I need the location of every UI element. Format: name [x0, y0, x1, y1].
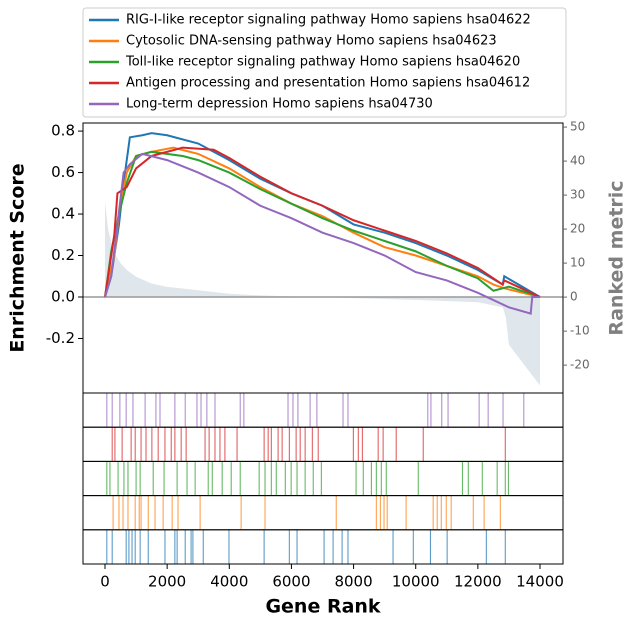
x-axis-label: Gene Rank — [265, 596, 380, 618]
legend-label: Toll-like receptor signaling pathway Hom… — [125, 55, 520, 70]
x-tick-label: 14000 — [516, 573, 564, 591]
y2-tick-label: -20 — [570, 358, 590, 372]
y2-tick-label: 0 — [570, 290, 578, 304]
legend-label: Long-term depression Homo sapiens hsa047… — [126, 97, 433, 112]
es-line — [104, 152, 541, 315]
x-tick-label: 2000 — [148, 573, 186, 591]
x-tick-label: 6000 — [272, 573, 310, 591]
es-line — [104, 150, 541, 298]
legend-label: RIG-I-like receptor signaling pathway Ho… — [126, 13, 531, 28]
y-tick-label: 0.2 — [51, 246, 75, 264]
legend-label: Cytosolic DNA-sensing pathway Homo sapie… — [126, 34, 497, 49]
x-tick-label: 8000 — [334, 573, 372, 591]
x-tick-label: 0 — [100, 573, 110, 591]
rug-frame — [82, 426, 564, 462]
x-tick-label: 10000 — [392, 573, 440, 591]
y-tick-label: -0.2 — [46, 329, 75, 347]
es-line — [104, 146, 541, 298]
y2-tick-label: 30 — [570, 188, 585, 202]
y-tick-label: 0.8 — [51, 122, 75, 140]
y-axis-label: Enrichment Score — [7, 163, 29, 352]
y2-tick-label: 10 — [570, 256, 585, 270]
y-tick-label: 0.4 — [51, 205, 75, 223]
rug-frame — [82, 392, 564, 428]
es-line — [104, 146, 541, 298]
y2-tick-label: 40 — [570, 154, 585, 168]
plot-frame — [82, 122, 564, 394]
rug-frame — [82, 460, 564, 497]
y2-tick-label: 50 — [570, 120, 585, 134]
x-tick-label: 4000 — [210, 573, 248, 591]
y2-tick-label: -10 — [570, 324, 590, 338]
legend-frame — [82, 7, 567, 118]
legend-label: Antigen processing and presentation Homo… — [126, 76, 530, 91]
y-tick-label: 0.6 — [51, 163, 75, 181]
rug-frame — [82, 529, 564, 565]
y-tick-label: 0.0 — [51, 287, 75, 305]
y2-axis-label: Ranked metric — [606, 180, 628, 335]
y2-tick-label: 20 — [570, 222, 585, 236]
ranked-metric-area — [104, 201, 541, 386]
x-tick-label: 12000 — [454, 573, 502, 591]
